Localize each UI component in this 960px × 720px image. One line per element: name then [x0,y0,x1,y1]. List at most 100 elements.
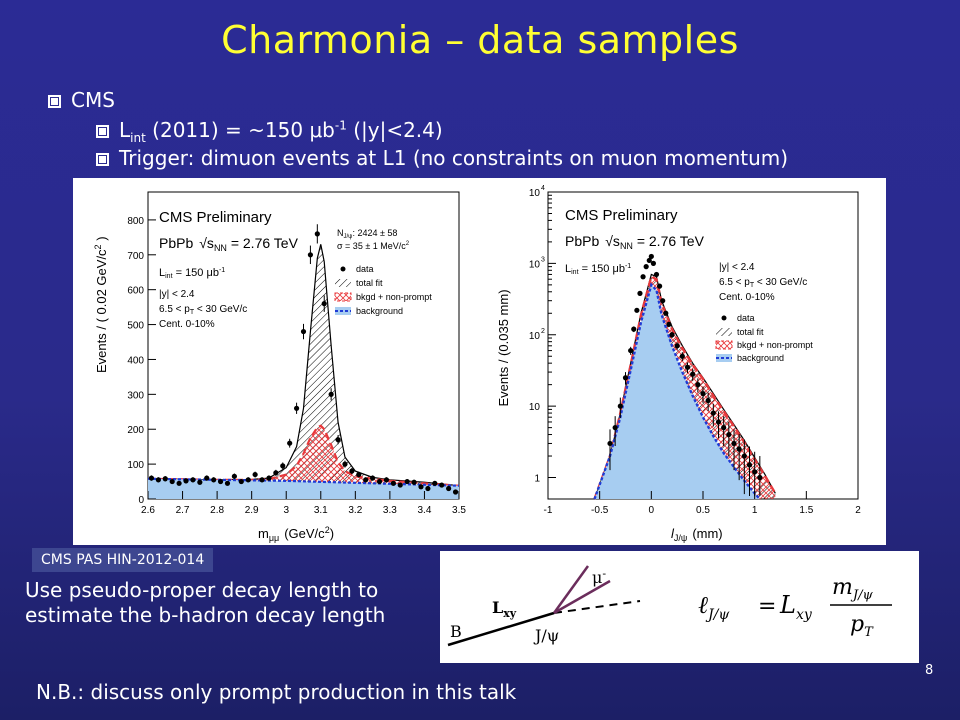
x-tick-label: 2.9 [245,505,259,516]
legend-background-label: background [356,306,403,316]
legend-data-marker [721,315,727,321]
x-tick-label: 2.8 [210,505,224,516]
data-point [162,476,168,482]
x-tick-label: 2 [855,505,861,516]
mass-chart-title: CMS Preliminary [159,209,272,226]
y-tick-label: 100 [127,460,144,471]
y-tick-exponent: 2 [541,328,545,335]
data-point [736,446,742,452]
data-point [715,419,722,425]
data-point [721,425,727,431]
data-point [452,489,459,495]
y-tick-exponent: 3 [541,256,545,263]
y-tick-label: 800 [127,216,144,227]
data-point [679,353,685,359]
data-point [418,484,424,490]
data-point [363,477,369,483]
data-point [425,485,431,492]
data-point [607,440,613,447]
mass-chart-legend: data total fit bkgd + non-prompt backgro… [334,264,432,316]
mass-chart-lumi: Lint = 150 μb-1 [159,267,225,280]
x-tick-label: 0 [649,505,655,516]
data-point [376,478,383,485]
data-point [631,326,637,332]
x-tick-label: -1 [544,505,553,516]
page-number: 8 [925,663,934,678]
data-point [397,482,403,488]
decay-chart-centrality: Cent. 0-10% [719,292,775,303]
data-point [321,301,327,307]
x-tick-label: 2.7 [176,505,190,516]
bullet-cms: CMS [48,88,115,112]
data-point [231,473,237,479]
legend-data-label: data [737,313,755,323]
diagram-label-jpsi: J/ψ [533,626,559,645]
decay-diagram-svg: B Lxy J/ψ μ- ℓJ/ψ = Lxy mJ/ψ pT [447,565,892,647]
x-tick-label: 3.1 [314,505,328,516]
data-point [446,485,452,492]
y-tick-label: 200 [127,425,144,436]
data-point [622,375,629,381]
mass-chart-ylabel: Events / ( 0.02 GeV/c2 ) [93,236,109,373]
data-point [183,478,189,484]
data-point [653,271,660,278]
mass-chart-centrality: Cent. 0-10% [159,319,215,330]
data-point [684,364,691,370]
data-point [356,471,362,478]
total-fit-area [148,244,459,499]
y-tick-label: 400 [127,355,144,366]
data-point [176,480,182,486]
decay-chart-xlabel: lJ/ψ (mm) [671,526,723,543]
data-point [245,477,251,483]
decay-chart-rapidity: |y| < 2.4 [719,262,755,273]
plots-svg: 2.6 2.7 2.8 2.9 3 3.1 3.2 3.3 3.4 3.5010020030040… [93,185,861,543]
y-tick-label: 10 [529,402,541,413]
jpsi-direction-line [553,600,641,614]
legend-nonprompt-swatch [334,292,352,302]
data-point [432,480,438,486]
data-point [217,478,224,485]
data-point [612,425,618,431]
plots-panel: 2.6 2.7 2.8 2.9 3 3.1 3.2 3.3 3.4 3.5 0 100 200 300 40… [73,178,886,545]
decay-chart-system: PbPb √sNN = 2.76 TeV [565,233,705,251]
y-tick-exponent: 4 [541,185,545,192]
data-point [335,437,341,443]
bullet-luminosity: Lint (2011) = ~150 μb-1 (|y|<2.4) [96,118,443,145]
mass-chart-rapidity: |y| < 2.4 [159,289,195,300]
description-text: Use pseudo-proper decay length to estima… [25,578,386,627]
background-fit-line [593,282,761,500]
checkbox-bullet-icon [96,125,109,138]
data-point [695,382,701,388]
data-point [266,475,272,481]
footnote-text: N.B.: discuss only prompt production in … [36,680,517,704]
formula-denominator: pT [850,612,874,640]
data-point [197,479,203,485]
data-point [155,477,161,483]
y-tick-label: 700 [127,251,144,262]
decay-diagram-panel: B Lxy J/ψ μ- ℓJ/ψ = Lxy mJ/ψ pT [440,551,919,663]
diagram-label-b: B [450,622,462,641]
data-point [314,231,320,237]
x-tick-label: -0.5 [591,505,609,516]
mass-chart: 2.6 2.7 2.8 2.9 3 3.1 3.2 3.3 3.4 3.5 0 100 200 300 40… [93,191,466,543]
data-point [439,482,445,488]
formula-lxy: Lxy [779,591,813,623]
data-point [287,440,293,446]
legend-nonprompt-label: bkgd + non-prompt [737,340,813,350]
checkbox-bullet-icon [96,153,109,166]
legend-data-label: data [356,264,374,274]
data-point [666,321,672,327]
muon-track-1 [552,565,590,614]
data-point [224,480,231,486]
data-point [404,478,410,485]
decay-length-formula: ℓJ/ψ = Lxy mJ/ψ pT [698,575,892,640]
data-point [617,403,623,409]
y-tick-label: 10 [529,259,541,270]
data-point [705,397,711,404]
legend-totalfit-swatch [335,279,351,287]
y-tick-label: 10 [529,188,541,199]
diagram-label-muon: μ- [592,567,606,587]
y-tick-label: 10 [529,331,541,342]
data-point [300,328,307,335]
